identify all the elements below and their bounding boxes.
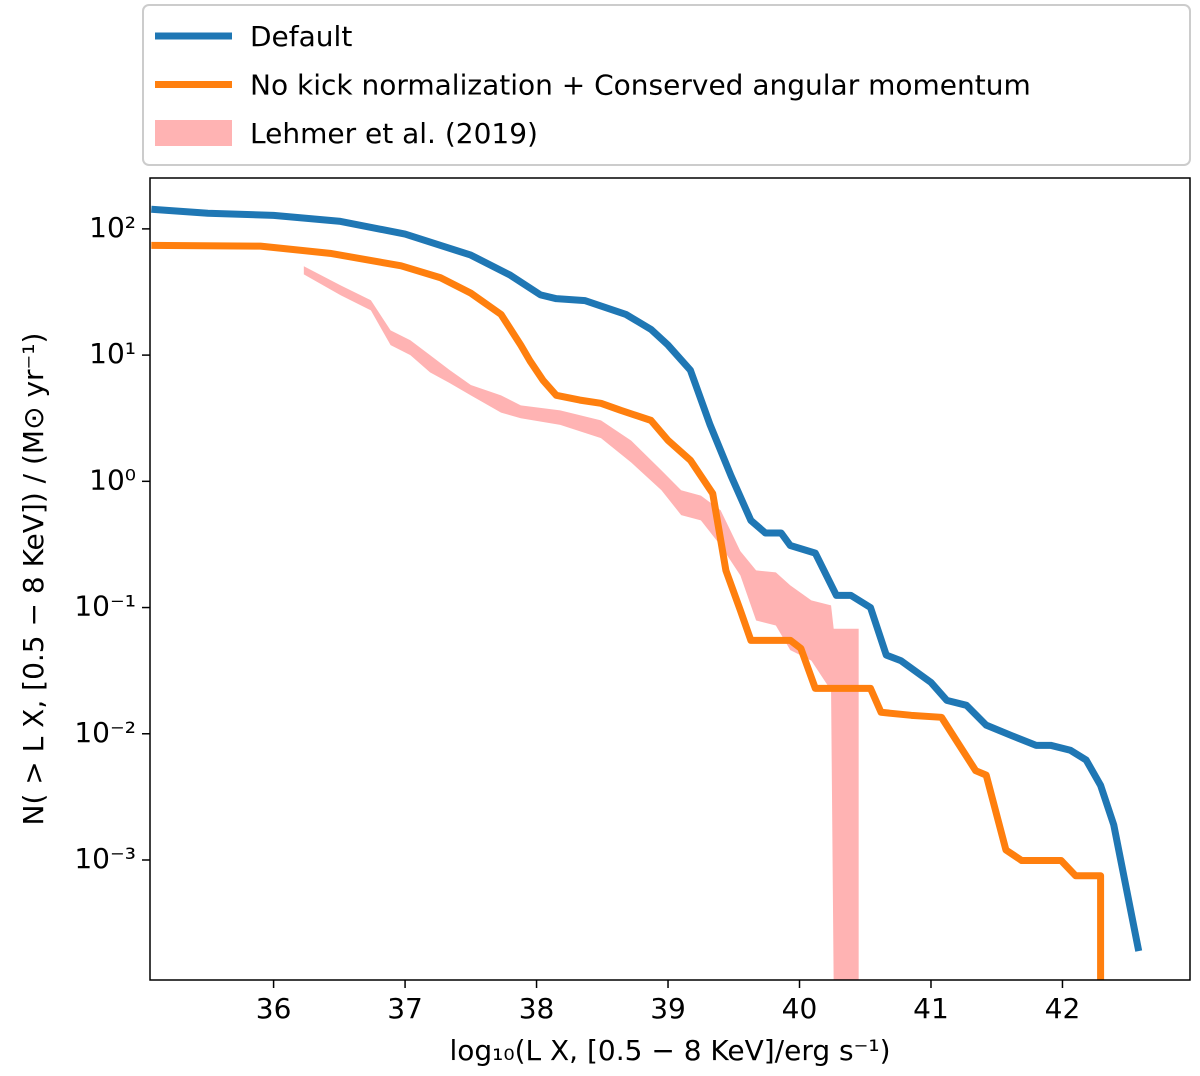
y-tick-label: 10⁻² — [74, 716, 136, 749]
y-axis-label: N( > L X, [0.5 − 8 KeV]) / (M⊙ yr⁻¹) — [17, 333, 50, 826]
x-tick-label: 40 — [782, 992, 818, 1025]
y-tick-label: 10² — [89, 211, 136, 244]
x-tick-label: 38 — [519, 992, 555, 1025]
legend-box — [142, 4, 1191, 166]
legend-label: Lehmer et al. (2019) — [250, 117, 538, 150]
y-tick-label: 10⁰ — [89, 463, 136, 496]
y-tick-label: 10⁻¹ — [74, 590, 136, 623]
x-tick-label: 41 — [913, 992, 949, 1025]
legend-label: Default — [250, 20, 352, 53]
plot-area — [151, 205, 1143, 980]
y-tick-label: 10⁻³ — [74, 842, 136, 875]
x-tick-label: 37 — [387, 992, 423, 1025]
x-tick-label: 42 — [1045, 992, 1081, 1025]
y-tick-label: 10¹ — [89, 337, 136, 370]
band — [303, 266, 859, 980]
axes-frame — [149, 177, 1191, 981]
legend-label: No kick normalization + Conserved angula… — [250, 69, 1031, 102]
line — [151, 241, 1105, 980]
x-axis-label: log₁₀(L X, [0.5 − 8 KeV]/erg s⁻¹) — [449, 1034, 890, 1067]
x-tick-label: 39 — [650, 992, 686, 1025]
legend-swatch — [155, 120, 232, 146]
x-tick-label: 36 — [256, 992, 292, 1025]
line — [151, 205, 1143, 952]
